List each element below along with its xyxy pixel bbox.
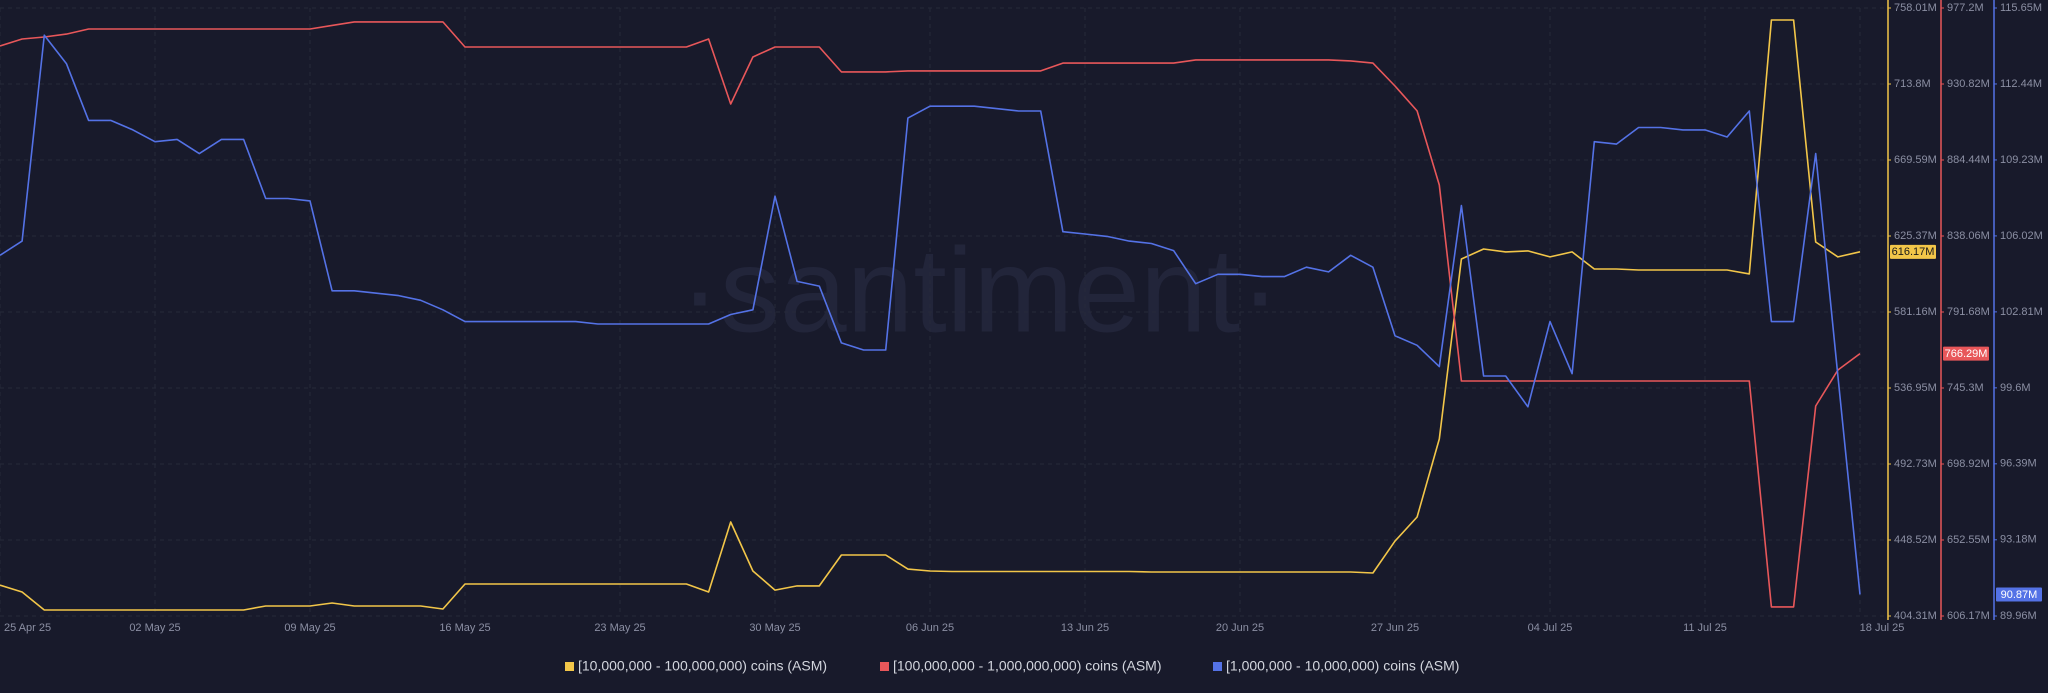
end-badge-label: 766.29M bbox=[1945, 348, 1988, 360]
x-tick-label: 30 May 25 bbox=[749, 622, 800, 634]
end-badge-label: 616.17M bbox=[1892, 246, 1935, 258]
y-tick-label: 977.2M bbox=[1947, 2, 1984, 14]
y-tick-label: 536.95M bbox=[1894, 382, 1937, 394]
y-tick-label: 109.23M bbox=[2000, 154, 2043, 166]
series-line bbox=[0, 34, 1861, 595]
y-tick-label: 93.18M bbox=[2000, 534, 2037, 546]
y-tick-label: 606.17M bbox=[1947, 610, 1990, 622]
y-tick-label: 106.02M bbox=[2000, 230, 2043, 242]
series-line bbox=[0, 19, 1861, 611]
y-tick-label: 758.01M bbox=[1894, 2, 1937, 14]
x-tick-label: 02 May 25 bbox=[129, 622, 180, 634]
y-tick-label: 581.16M bbox=[1894, 306, 1937, 318]
y-tick-label: 838.06M bbox=[1947, 230, 1990, 242]
y-tick-label: 492.73M bbox=[1894, 458, 1937, 470]
y-tick-label: 99.6M bbox=[2000, 382, 2031, 394]
y-tick-label: 669.59M bbox=[1894, 154, 1937, 166]
y-tick-label: 448.52M bbox=[1894, 534, 1937, 546]
legend-swatch bbox=[1213, 662, 1222, 671]
y-tick-label: 625.37M bbox=[1894, 230, 1937, 242]
legend-label: [100,000,000 - 1,000,000,000) coins (ASM… bbox=[893, 658, 1162, 674]
x-tick-label: 25 Apr 25 bbox=[4, 622, 51, 634]
x-tick-label: 06 Jun 25 bbox=[906, 622, 954, 634]
end-badge-label: 90.87M bbox=[2001, 589, 2038, 601]
end-badge bbox=[1890, 244, 1936, 259]
y-tick-label: 112.44M bbox=[2000, 78, 2042, 90]
x-tick-label: 04 Jul 25 bbox=[1528, 622, 1573, 634]
legend-label: [1,000,000 - 10,000,000) coins (ASM) bbox=[1226, 658, 1459, 674]
x-tick-label: 23 May 25 bbox=[594, 622, 645, 634]
y-tick-label: 884.44M bbox=[1947, 154, 1990, 166]
y-tick-label: 930.82M bbox=[1947, 78, 1990, 90]
y-tick-label: 652.55M bbox=[1947, 534, 1990, 546]
y-tick-label: 745.3M bbox=[1947, 382, 1984, 394]
end-badge bbox=[1943, 346, 1989, 361]
legend-label: [10,000,000 - 100,000,000) coins (ASM) bbox=[578, 658, 827, 674]
y-tick-label: 89.96M bbox=[2000, 610, 2037, 622]
y-tick-label: 115.65M bbox=[2000, 2, 2042, 14]
y-tick-label: 102.81M bbox=[2000, 306, 2043, 318]
x-tick-label: 09 May 25 bbox=[284, 622, 335, 634]
series-line bbox=[0, 21, 1861, 608]
x-tick-label: 11 Jul 25 bbox=[1683, 622, 1727, 634]
end-badge bbox=[1996, 587, 2042, 602]
x-tick-label: 16 May 25 bbox=[439, 622, 490, 634]
x-tick-label: 27 Jun 25 bbox=[1371, 622, 1419, 634]
y-tick-label: 96.39M bbox=[2000, 458, 2037, 470]
x-tick-label: 18 Jul 25 bbox=[1860, 622, 1905, 634]
watermark: ·santiment· bbox=[680, 224, 1280, 358]
y-tick-label: 404.31M bbox=[1894, 610, 1937, 622]
legend-swatch bbox=[565, 662, 574, 671]
x-tick-label: 20 Jun 25 bbox=[1216, 622, 1264, 634]
y-tick-label: 698.92M bbox=[1947, 458, 1990, 470]
x-tick-label: 13 Jun 25 bbox=[1061, 622, 1109, 634]
legend-swatch bbox=[880, 662, 889, 671]
y-tick-label: 713.8M bbox=[1894, 78, 1931, 90]
y-tick-label: 791.68M bbox=[1947, 306, 1990, 318]
